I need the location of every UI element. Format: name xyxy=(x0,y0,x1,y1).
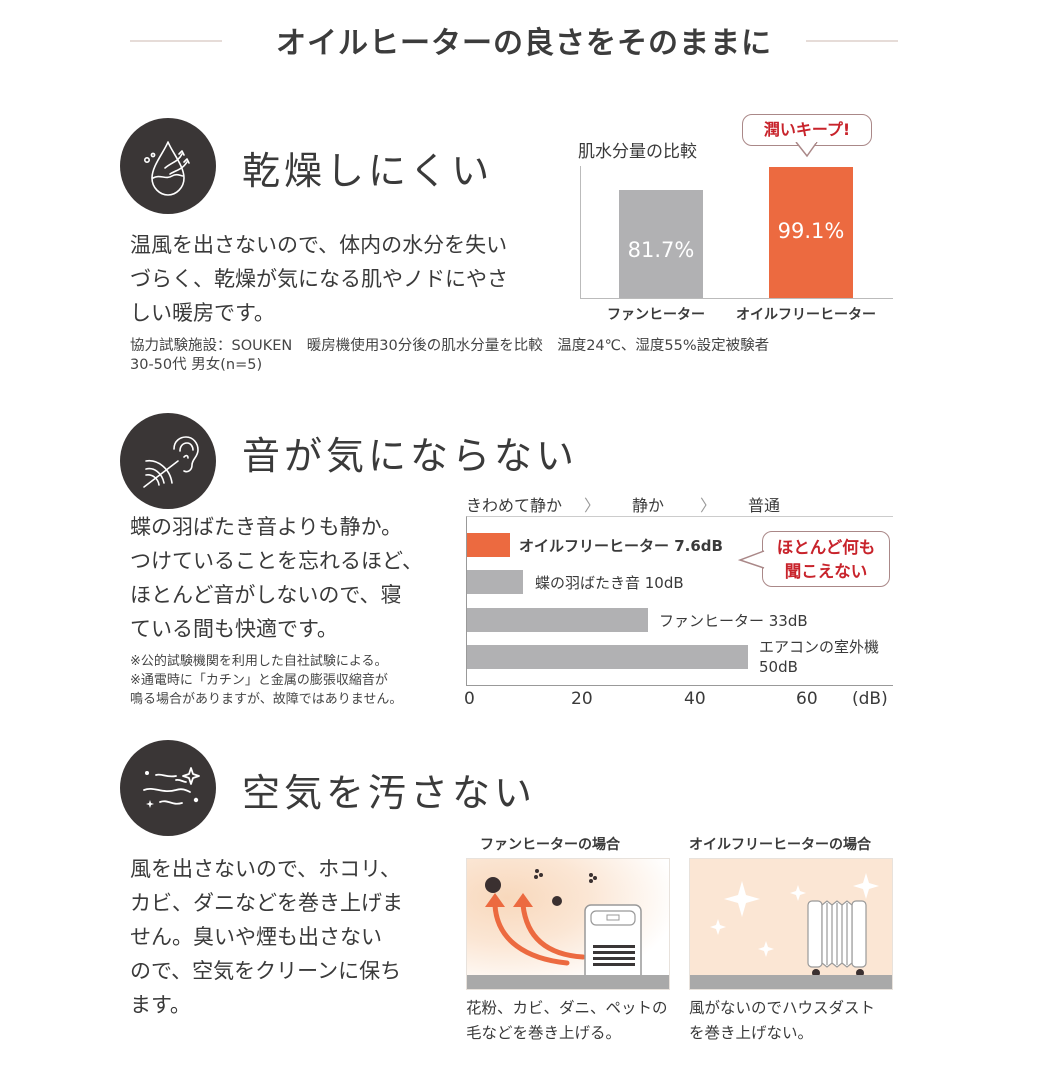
chart-label-fan-heater: ファンヒーター xyxy=(607,307,705,323)
bar-label-air-conditioner: エアコンの室外機 50dB xyxy=(759,638,880,676)
floor xyxy=(690,975,892,989)
oil-free-heater-clean-illustration xyxy=(710,873,879,977)
clean-air-sparkle-icon xyxy=(120,740,216,836)
x-axis-unit: (dB) xyxy=(852,689,888,709)
callout-pointer xyxy=(738,550,766,569)
illustration-fan-heater xyxy=(466,858,670,990)
floor xyxy=(467,975,669,989)
callout-pointer xyxy=(795,142,818,158)
illustration-title-oil-free-heater: オイルフリーヒーターの場合 xyxy=(689,837,871,853)
bar-fan-heater xyxy=(467,608,648,632)
section-note-dryness: 協力試験施設：SOUKEN 暖房機使用30分後の肌水分量を比較 温度24℃、湿度… xyxy=(130,338,770,373)
bar-label-oil-free-heater: オイルフリーヒーター 7.6dB xyxy=(519,537,723,555)
header-divider-right xyxy=(806,40,898,42)
illustration-oil-free-heater xyxy=(689,858,893,990)
bar-butterfly xyxy=(467,570,523,594)
chart-skin-moisture: 81.7% 99.1% xyxy=(580,166,893,299)
x-tick-60: 60 xyxy=(796,689,818,709)
bar-label-butterfly: 蝶の羽ばたき音 10dB xyxy=(535,574,684,592)
section-note-quiet: ※公的試験機関を利用した自社試験による。 ※通電時に「カチン」と金属の膨張収縮音… xyxy=(130,654,403,707)
header-divider-left xyxy=(130,40,222,42)
scale-normal: 普通 xyxy=(748,496,781,515)
bar-oil-free-heater xyxy=(467,533,510,557)
section-body-dryness: 温風を出さないので、体内の水分を失い づらく、乾燥が気になる肌やノドにやさ しい… xyxy=(130,233,508,325)
x-tick-40: 40 xyxy=(684,689,706,709)
section-body-clean-air: 風を出さないので、ホコリ、 カビ、ダニなどを巻き上げま せん。臭いや煙も出さない… xyxy=(130,857,403,1017)
chart-label-oil-free-heater: オイルフリーヒーター xyxy=(736,307,876,323)
scale-separator: 〉 xyxy=(584,496,601,515)
section-body-quiet: 蝶の羽ばたき音よりも静か。 つけていることを忘れるほど、 ほとんど音がしないので… xyxy=(130,515,423,641)
x-tick-20: 20 xyxy=(571,689,593,709)
scale-separator: 〉 xyxy=(700,496,717,515)
chart-skin-moisture-title: 肌水分量の比較 xyxy=(578,142,697,162)
water-drop-evaporation-icon xyxy=(120,118,216,214)
bar-oil-free-heater: 99.1% xyxy=(769,167,853,298)
section-title-quiet: 音が気にならない xyxy=(242,434,579,478)
chart-noise-level: オイルフリーヒーター 7.6dB 蝶の羽ばたき音 10dB ファンヒーター 33… xyxy=(466,516,893,686)
callout-almost-silent: ほとんど何も 聞こえない xyxy=(762,531,890,587)
fan-heater-dust-illustration xyxy=(485,869,642,982)
illustration-caption-oil-free-heater: 風がないのでハウスダスト を巻き上げない。 xyxy=(689,999,876,1042)
ear-sound-waves-icon xyxy=(120,413,216,509)
scale-very-quiet: きわめて静か xyxy=(466,496,563,515)
bar-label-fan-heater: ファンヒーター 33dB xyxy=(659,612,808,630)
illustration-caption-fan-heater: 花粉、カビ、ダニ、ペットの 毛などを巻き上げる。 xyxy=(466,999,668,1042)
bar-fan-heater: 81.7% xyxy=(619,190,703,298)
section-title-dryness: 乾燥しにくい xyxy=(242,149,494,193)
bar-air-conditioner xyxy=(467,645,748,669)
page-title: オイルヒーターの良さをそのままに xyxy=(276,26,772,61)
section-title-clean-air: 空気を汚さない xyxy=(242,771,537,815)
x-tick-0: 0 xyxy=(464,689,475,709)
callout-keep-moisture: 潤いキープ! xyxy=(742,114,872,146)
scale-quiet: 静か xyxy=(632,496,665,515)
illustration-title-fan-heater: ファンヒーターの場合 xyxy=(480,837,620,853)
